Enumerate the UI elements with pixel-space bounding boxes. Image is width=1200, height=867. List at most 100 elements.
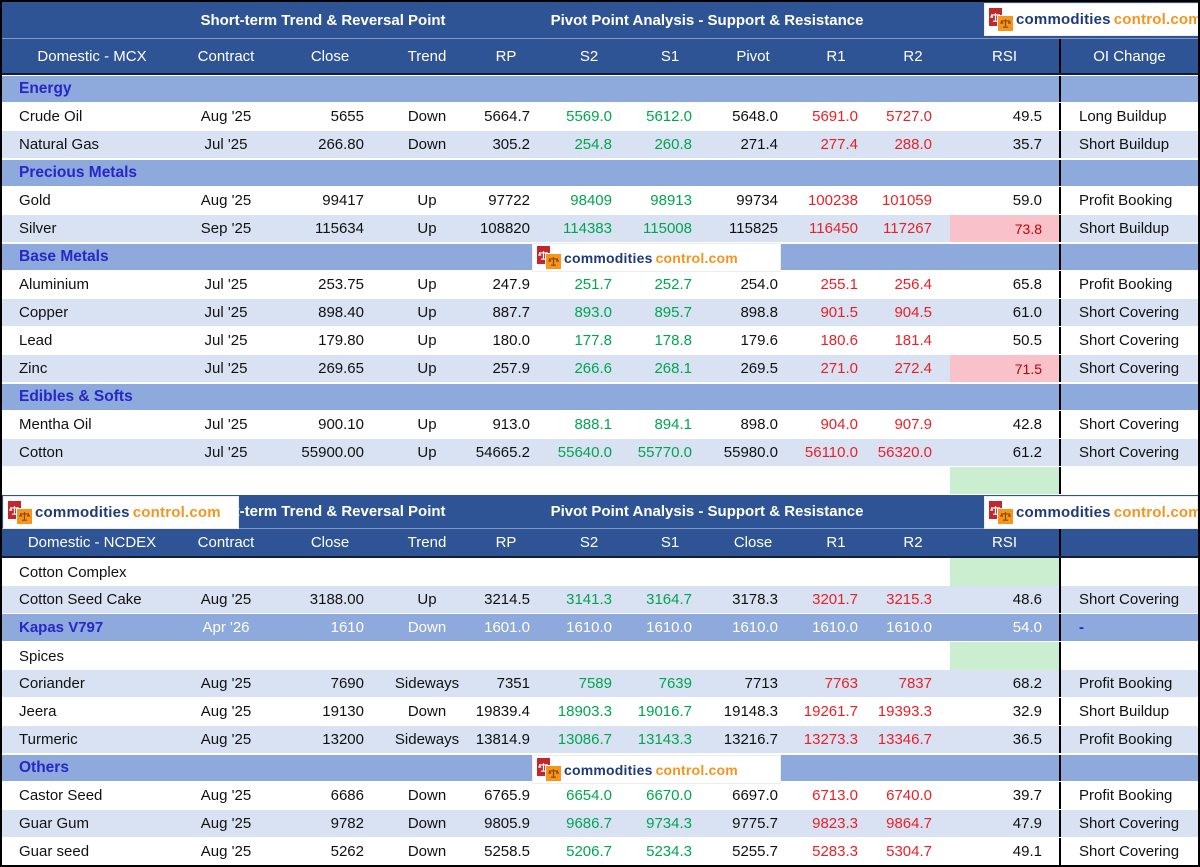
logo-text-primary: commodities: [1016, 11, 1111, 28]
cell-pivot: [710, 467, 796, 494]
commodity-row: Coriander Aug '25 7690 Sideways 7351 7589 7639…: [2, 670, 1198, 698]
cell-trend: Down: [407, 136, 447, 153]
cell-pivot: [710, 558, 796, 586]
orange-square: [997, 15, 1014, 32]
table-column-header: Domestic - MCX Contract Close Trend RP S2 S1 Pi…: [2, 39, 1198, 75]
cell-contract: [182, 384, 270, 410]
column-header-s2: S2: [579, 47, 599, 65]
cell-r2: 181.4: [894, 332, 932, 349]
cell-oi: Profit Booking: [1059, 670, 1198, 697]
commodity-row: Cotton Seed Cake Aug '25 3188.00 Up 3214.5 31…: [2, 586, 1198, 614]
cell-rp: 97722: [488, 192, 530, 209]
column-header-s1: S1: [660, 534, 680, 551]
cell-rsi: [950, 755, 1059, 781]
cell-oi: [1059, 244, 1198, 270]
cell-oi: Short Covering: [1059, 838, 1198, 865]
cell-pivot: 3178.3: [732, 591, 778, 608]
column-header-r2: R2: [903, 534, 923, 551]
section-row: Edibles & Softs: [2, 383, 1198, 411]
section-row: Energy: [2, 75, 1198, 103]
commodity-row: Castor Seed Aug '25 6686 Down 6765.9 6654.0 66…: [2, 782, 1198, 810]
cell-s2: 7589: [578, 675, 612, 692]
cell-s2: 6654.0: [566, 787, 612, 804]
cell-name: Base Metals: [19, 248, 109, 265]
logo-text-primary: commodities: [564, 249, 653, 266]
cell-rp: [464, 467, 548, 494]
cell-rp: [464, 642, 548, 670]
group-right: Pivot Point Analysis - Support & Resista…: [550, 11, 864, 29]
cell-s1: [630, 76, 710, 102]
cell-s2: [548, 467, 630, 494]
cell-close: [270, 467, 390, 494]
cell-pivot: 254.0: [740, 276, 778, 293]
cell-r1: [796, 467, 876, 494]
cell-s2: 18903.3: [557, 703, 612, 720]
section-row: Precious Metals: [2, 159, 1198, 187]
cell-s2: 13086.7: [557, 731, 612, 748]
logo-text-primary: commodities: [1016, 504, 1111, 521]
commodity-row: Turmeric Aug '25 13200 Sideways 13814.9 13086…: [2, 726, 1198, 754]
cell-close: [270, 244, 390, 270]
cell-r2: 904.5: [894, 304, 932, 321]
column-header-s2: S2: [579, 534, 599, 551]
cell-name: Cotton Complex: [19, 563, 127, 581]
cell-rp: 13814.9: [475, 731, 530, 748]
cell-name: Castor Seed: [19, 787, 103, 804]
cell-r1: 271.0: [820, 360, 858, 377]
cell-close: 1610: [330, 619, 364, 636]
cell-r2: [876, 160, 950, 186]
cell-s1: 894.1: [654, 416, 692, 433]
cell-trend: [390, 558, 464, 586]
cell-pivot: 99734: [736, 192, 778, 209]
cell-close: 19130: [322, 703, 364, 720]
cell-trend: Up: [417, 276, 437, 293]
logo-text-secondary: control.com: [655, 761, 738, 778]
cell-s2: 177.8: [574, 332, 612, 349]
commoditiescontrol-logo: commodities control.com: [985, 4, 1198, 35]
cell-contract: [182, 755, 270, 781]
logo-text-primary: commodities: [564, 761, 653, 778]
cell-oi: Profit Booking: [1059, 271, 1198, 298]
commodity-row: Crude Oil Aug '25 5655 Down 5664.7 5569.0 5612…: [2, 103, 1198, 131]
cell-rsi: [950, 467, 1059, 494]
cell-contract: Apr '26: [202, 619, 250, 636]
cell-close: 5655: [330, 108, 364, 125]
cell-trend: [390, 467, 464, 494]
cell-rp: [464, 558, 548, 586]
cell-name: Guar seed: [19, 843, 90, 860]
column-header-name: Domestic - NCDEX: [27, 534, 157, 551]
cell-name: Spices: [19, 647, 65, 665]
cell-r2: 5727.0: [886, 108, 932, 125]
cell-r2: [876, 642, 950, 670]
column-header-close: Close: [310, 47, 350, 65]
cell-s1: 895.7: [654, 304, 692, 321]
cell-close: 7690: [330, 675, 364, 692]
cell-rp: 257.9: [492, 360, 530, 377]
cell-r2: 272.4: [894, 360, 932, 377]
cell-rsi: 71.5: [950, 355, 1059, 382]
cell-close: [270, 384, 390, 410]
cell-r1: 5691.0: [812, 108, 858, 125]
cell-name: [2, 467, 182, 494]
commodity-row: Guar Gum Aug '25 9782 Down 9805.9 9686.7 9734.…: [2, 810, 1198, 838]
cell-rp: 5664.7: [484, 108, 530, 125]
cell-name: Coriander: [19, 675, 85, 692]
cell-s1: 1610.0: [646, 619, 692, 636]
cell-rp: 7351: [496, 675, 530, 692]
commodity-row: Copper Jul '25 898.40 Up 887.7 893.0 895.7 898.…: [2, 299, 1198, 327]
column-header-name: Domestic - MCX: [37, 47, 147, 65]
cell-rsi: [950, 160, 1059, 186]
table-column-header: Domestic - NCDEX Contract Close Trend RP S2 S1…: [2, 529, 1198, 558]
scales-icon: [536, 758, 562, 782]
column-header-trend: Trend: [407, 47, 447, 65]
cell-oi: Short Buildup: [1059, 698, 1198, 725]
cell-close: [270, 558, 390, 586]
cell-pivot: 5648.0: [732, 108, 778, 125]
cell-pivot: 5255.7: [732, 843, 778, 860]
cell-name: Others: [19, 759, 69, 776]
cell-pivot: [710, 384, 796, 410]
cell-contract: Jul '25: [204, 416, 248, 433]
cell-contract: [182, 558, 270, 586]
commoditiescontrol-logo: commodities control.com: [533, 244, 780, 271]
